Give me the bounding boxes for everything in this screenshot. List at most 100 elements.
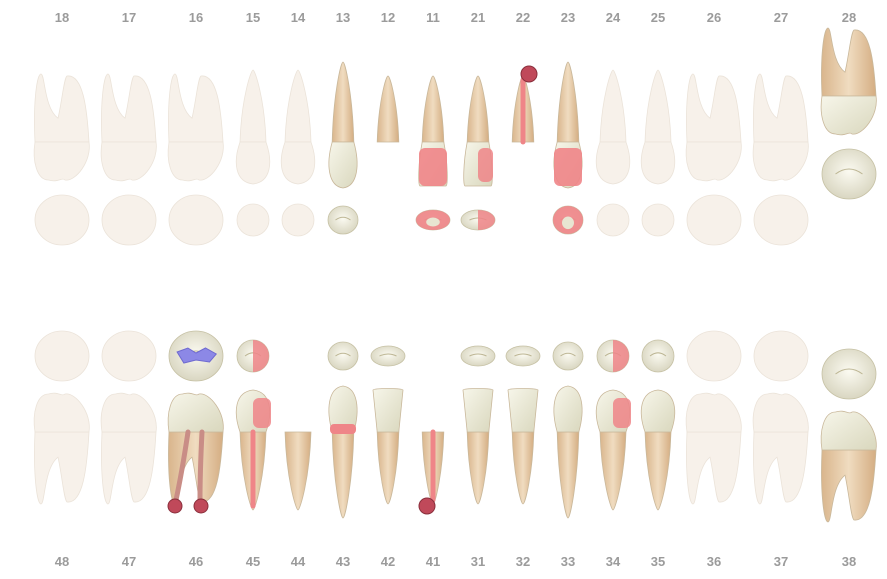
tooth-24-root — [599, 69, 627, 143]
tooth-38 — [820, 348, 877, 523]
tooth-number-45[interactable]: 45 — [246, 554, 260, 569]
tooth-14 — [280, 69, 316, 237]
tooth-12 — [376, 75, 400, 143]
tooth-25-crown — [640, 141, 676, 185]
tooth-11-filling — [419, 148, 447, 186]
tooth-number-14[interactable]: 14 — [291, 10, 306, 25]
tooth-46-crown — [167, 392, 224, 433]
tooth-number-28[interactable]: 28 — [842, 10, 856, 25]
tooth-16 — [167, 73, 224, 246]
tooth-43-crown — [328, 385, 358, 433]
tooth-24-occlusal — [596, 203, 630, 237]
tooth-22-apical-lesion — [520, 65, 538, 83]
tooth-17-root — [101, 73, 157, 143]
tooth-13-root — [331, 61, 355, 143]
tooth-46-root-canal-distal — [197, 429, 205, 503]
tooth-number-12[interactable]: 12 — [381, 10, 395, 25]
tooth-31-root — [466, 431, 490, 505]
tooth-43 — [327, 341, 359, 519]
tooth-number-33[interactable]: 33 — [561, 554, 575, 569]
tooth-38-crown — [820, 410, 877, 451]
tooth-45-occlusal — [236, 339, 270, 373]
tooth-18 — [33, 73, 90, 246]
tooth-42 — [370, 345, 406, 505]
tooth-number-18[interactable]: 18 — [55, 10, 69, 25]
tooth-28-root — [821, 27, 877, 97]
tooth-number-47[interactable]: 47 — [122, 554, 136, 569]
tooth-23 — [552, 61, 584, 235]
tooth-number-35[interactable]: 35 — [651, 554, 665, 569]
lower-tooth-numbers: 48 47 46 45 44 43 42 41 31 32 33 34 35 36 37 38 — [55, 554, 856, 569]
tooth-number-17[interactable]: 17 — [122, 10, 136, 25]
tooth-number-11[interactable]: 11 — [426, 10, 440, 25]
tooth-28-crown — [820, 95, 877, 136]
tooth-32-occlusal — [505, 345, 541, 367]
tooth-37-root — [753, 431, 809, 505]
tooth-15-root — [239, 69, 267, 143]
tooth-35 — [640, 339, 676, 511]
tooth-number-24[interactable]: 24 — [606, 10, 621, 25]
tooth-number-25[interactable]: 25 — [651, 10, 665, 25]
tooth-38-root — [821, 449, 877, 523]
tooth-number-27[interactable]: 27 — [774, 10, 788, 25]
tooth-number-13[interactable]: 13 — [336, 10, 350, 25]
tooth-16-occlusal — [168, 194, 224, 246]
upper-tooth-numbers: 18 17 16 15 14 13 12 11 21 22 23 24 25 26 27 28 — [55, 10, 856, 25]
tooth-34-filling — [613, 398, 631, 428]
tooth-43-root — [331, 431, 355, 519]
tooth-38-occlusal — [821, 348, 877, 400]
tooth-46-root — [168, 431, 224, 505]
tooth-number-32[interactable]: 32 — [516, 554, 530, 569]
tooth-number-43[interactable]: 43 — [336, 554, 350, 569]
tooth-number-34[interactable]: 34 — [606, 554, 621, 569]
tooth-number-46[interactable]: 46 — [189, 554, 203, 569]
tooth-48 — [33, 330, 90, 505]
tooth-42-crown — [372, 388, 404, 433]
tooth-number-26[interactable]: 26 — [707, 10, 721, 25]
tooth-23-occlusal — [552, 205, 584, 235]
tooth-27 — [752, 73, 809, 246]
tooth-11-occlusal — [415, 209, 451, 231]
tooth-36-root — [686, 431, 742, 505]
tooth-number-36[interactable]: 36 — [707, 554, 721, 569]
tooth-46 — [167, 330, 224, 514]
tooth-25-root — [644, 69, 672, 143]
tooth-35-root — [644, 431, 672, 511]
tooth-number-38[interactable]: 38 — [842, 554, 856, 569]
tooth-number-44[interactable]: 44 — [291, 554, 306, 569]
tooth-47-crown — [100, 392, 157, 433]
tooth-21 — [460, 75, 496, 231]
tooth-28-occlusal — [821, 148, 877, 200]
tooth-27-crown — [752, 141, 809, 182]
upper-jaw — [33, 27, 877, 246]
tooth-number-31[interactable]: 31 — [471, 554, 485, 569]
tooth-number-22[interactable]: 22 — [516, 10, 530, 25]
tooth-37-crown — [752, 392, 809, 433]
tooth-32-root — [511, 431, 535, 505]
tooth-number-15[interactable]: 15 — [246, 10, 260, 25]
tooth-number-37[interactable]: 37 — [774, 554, 788, 569]
tooth-32 — [505, 345, 541, 505]
tooth-15-crown — [235, 141, 271, 185]
tooth-number-23[interactable]: 23 — [561, 10, 575, 25]
tooth-number-21[interactable]: 21 — [471, 10, 485, 25]
tooth-16-root — [168, 73, 224, 143]
tooth-33-occlusal — [552, 341, 584, 371]
tooth-14-crown — [280, 141, 316, 185]
tooth-43-occlusal — [327, 341, 359, 371]
tooth-44-root — [284, 431, 312, 511]
tooth-number-42[interactable]: 42 — [381, 554, 395, 569]
tooth-number-16[interactable]: 16 — [189, 10, 203, 25]
tooth-48-occlusal — [34, 330, 90, 382]
tooth-number-48[interactable]: 48 — [55, 554, 69, 569]
tooth-47 — [100, 330, 157, 505]
tooth-44 — [284, 431, 312, 511]
tooth-32-crown — [507, 388, 539, 433]
tooth-11-root — [421, 75, 445, 143]
tooth-14-occlusal — [281, 203, 315, 237]
tooth-43-filling — [330, 424, 356, 434]
tooth-11 — [415, 75, 451, 231]
tooth-48-root — [34, 431, 90, 505]
tooth-number-41[interactable]: 41 — [426, 554, 440, 569]
tooth-24-crown — [595, 141, 631, 185]
